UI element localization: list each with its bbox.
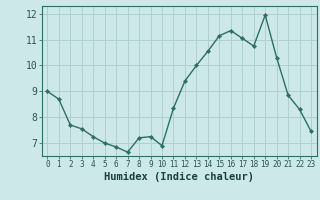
X-axis label: Humidex (Indice chaleur): Humidex (Indice chaleur) <box>104 172 254 182</box>
